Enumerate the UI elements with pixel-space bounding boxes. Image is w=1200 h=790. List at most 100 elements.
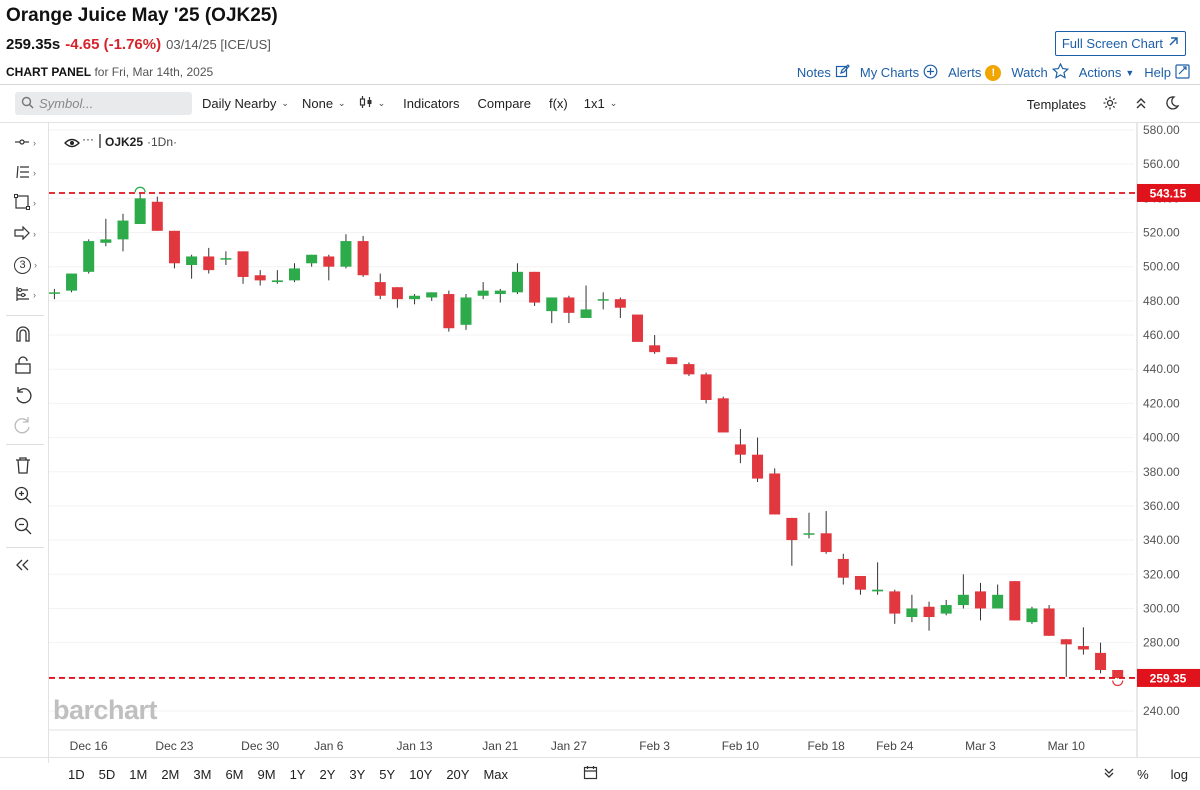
- measure-tool[interactable]: ›: [14, 284, 44, 306]
- eye-pupil: [70, 141, 74, 145]
- range-buttons: 1D 5D 1M 2M 3M 6M 9M 1Y 2Y 3Y 5Y 10Y 20Y Max: [0, 767, 515, 782]
- indicators-button[interactable]: Indicators: [403, 96, 459, 111]
- candle-down: [683, 364, 694, 374]
- layout-label: 1x1: [584, 96, 605, 111]
- shape-tool[interactable]: ›: [14, 192, 44, 214]
- candle-down: [203, 256, 214, 270]
- collapse-sidebar-button[interactable]: [14, 555, 44, 577]
- range-button-2m[interactable]: 2M: [154, 767, 186, 782]
- gear-icon[interactable]: [1102, 95, 1118, 114]
- fib-tool-icon: [14, 164, 30, 183]
- candle-up: [426, 292, 437, 297]
- lock-button[interactable]: [14, 355, 44, 377]
- trash-icon: [14, 456, 32, 477]
- moon-icon[interactable]: [1164, 95, 1180, 114]
- line-tool[interactable]: ›: [14, 132, 44, 154]
- range-button-1m[interactable]: 1M: [122, 767, 154, 782]
- frequency-dropdown[interactable]: Daily Nearby ⌄: [202, 96, 289, 111]
- edit-icon: [835, 64, 850, 82]
- candle-up: [186, 256, 197, 265]
- collapse-up-icon[interactable]: [1134, 96, 1148, 113]
- drawing-tools-sidebar: › › › › 3 › ›: [0, 123, 49, 763]
- chart-panel-label: CHART PANEL for Fri, Mar 14th, 2025: [6, 65, 213, 79]
- top-links: Notes My Charts Alerts ! Watch Actions ▼…: [797, 63, 1190, 82]
- templates-button[interactable]: Templates: [1027, 97, 1086, 112]
- calendar-icon[interactable]: [583, 765, 598, 783]
- legend-menu-dots: ···: [82, 132, 94, 146]
- function-button[interactable]: f(x): [549, 96, 568, 111]
- zoom-in-button[interactable]: [14, 485, 44, 507]
- tool-divider: [6, 444, 44, 445]
- candle-up: [66, 274, 77, 291]
- redo-icon: [14, 416, 32, 437]
- tool-divider: [6, 315, 44, 316]
- magnet-button[interactable]: [14, 324, 44, 346]
- help-link[interactable]: Help: [1144, 64, 1190, 82]
- alerts-link[interactable]: Alerts !: [948, 65, 1001, 81]
- x-tick-label: Jan 13: [397, 739, 433, 753]
- annotation-count-tool[interactable]: 3 ›: [14, 254, 44, 276]
- range-button-6m[interactable]: 6M: [218, 767, 250, 782]
- watch-link[interactable]: Watch: [1011, 63, 1068, 82]
- panel-title: CHART PANEL: [6, 65, 91, 79]
- compare-button[interactable]: Compare: [478, 96, 531, 111]
- alert-badge-icon: !: [985, 65, 1001, 81]
- candle-down: [855, 576, 866, 590]
- undo-button[interactable]: [14, 385, 44, 407]
- range-button-3y[interactable]: 3Y: [342, 767, 372, 782]
- delete-button[interactable]: [14, 455, 44, 477]
- candle-up: [598, 299, 609, 301]
- range-button-1y[interactable]: 1Y: [283, 767, 313, 782]
- candle-up: [992, 595, 1003, 609]
- symbol-search-input[interactable]: Symbol...: [15, 92, 192, 115]
- tool-divider: [6, 547, 44, 548]
- double-chevron-down-icon[interactable]: [1103, 767, 1115, 782]
- log-scale-button[interactable]: log: [1171, 767, 1188, 782]
- redo-button[interactable]: [14, 415, 44, 437]
- overlay-label: None: [302, 96, 333, 111]
- range-button-20y[interactable]: 20Y: [439, 767, 476, 782]
- caret-down-icon: ▼: [1125, 68, 1134, 78]
- candle-up: [495, 291, 506, 294]
- percent-scale-button[interactable]: %: [1137, 767, 1149, 782]
- range-button-3m[interactable]: 3M: [186, 767, 218, 782]
- chart-type-dropdown[interactable]: ⌄: [359, 95, 386, 112]
- y-tick-label: 420.00: [1143, 396, 1180, 410]
- range-button-9m[interactable]: 9M: [251, 767, 283, 782]
- range-button-2y[interactable]: 2Y: [312, 767, 342, 782]
- candle-down: [255, 275, 266, 280]
- unlock-icon: [14, 356, 32, 377]
- rectangle-icon: [14, 194, 30, 213]
- toolbar-right: Templates: [1027, 85, 1180, 123]
- candle-up: [804, 533, 815, 535]
- zoom-out-button[interactable]: [14, 516, 44, 538]
- chart-svg[interactable]: 240.00260.00280.00300.00320.00340.00360.…: [49, 123, 1200, 757]
- range-button-5d[interactable]: 5D: [92, 767, 123, 782]
- candle-up: [941, 605, 952, 614]
- range-button-10y[interactable]: 10Y: [402, 767, 439, 782]
- y-tick-label: 440.00: [1143, 362, 1180, 376]
- arrow-tool[interactable]: ›: [14, 223, 44, 245]
- x-tick-label: Dec 30: [241, 739, 279, 753]
- range-button-5y[interactable]: 5Y: [372, 767, 402, 782]
- candle-up: [100, 239, 111, 242]
- range-button-max[interactable]: Max: [476, 767, 515, 782]
- candle-down: [1095, 653, 1106, 670]
- undo-icon: [14, 386, 32, 407]
- my-charts-link[interactable]: My Charts: [860, 64, 938, 82]
- notes-link[interactable]: Notes: [797, 64, 850, 82]
- actions-label: Actions: [1079, 65, 1122, 80]
- fib-tool[interactable]: ›: [14, 162, 44, 184]
- actions-menu[interactable]: Actions ▼: [1079, 65, 1135, 80]
- overlay-dropdown[interactable]: None ⌄: [302, 96, 346, 111]
- y-tick-label: 520.00: [1143, 226, 1180, 240]
- plus-circle-icon: [923, 64, 938, 82]
- range-button-1d[interactable]: 1D: [60, 767, 92, 782]
- full-screen-chart-button[interactable]: Full Screen Chart: [1055, 31, 1186, 56]
- candle-down: [1112, 670, 1123, 678]
- chevron-right-icon: ›: [33, 290, 36, 300]
- layout-dropdown[interactable]: 1x1 ⌄: [584, 96, 618, 111]
- price-chart[interactable]: 240.00260.00280.00300.00320.00340.00360.…: [49, 123, 1200, 763]
- candle-down: [529, 272, 540, 303]
- candle-up: [340, 241, 351, 267]
